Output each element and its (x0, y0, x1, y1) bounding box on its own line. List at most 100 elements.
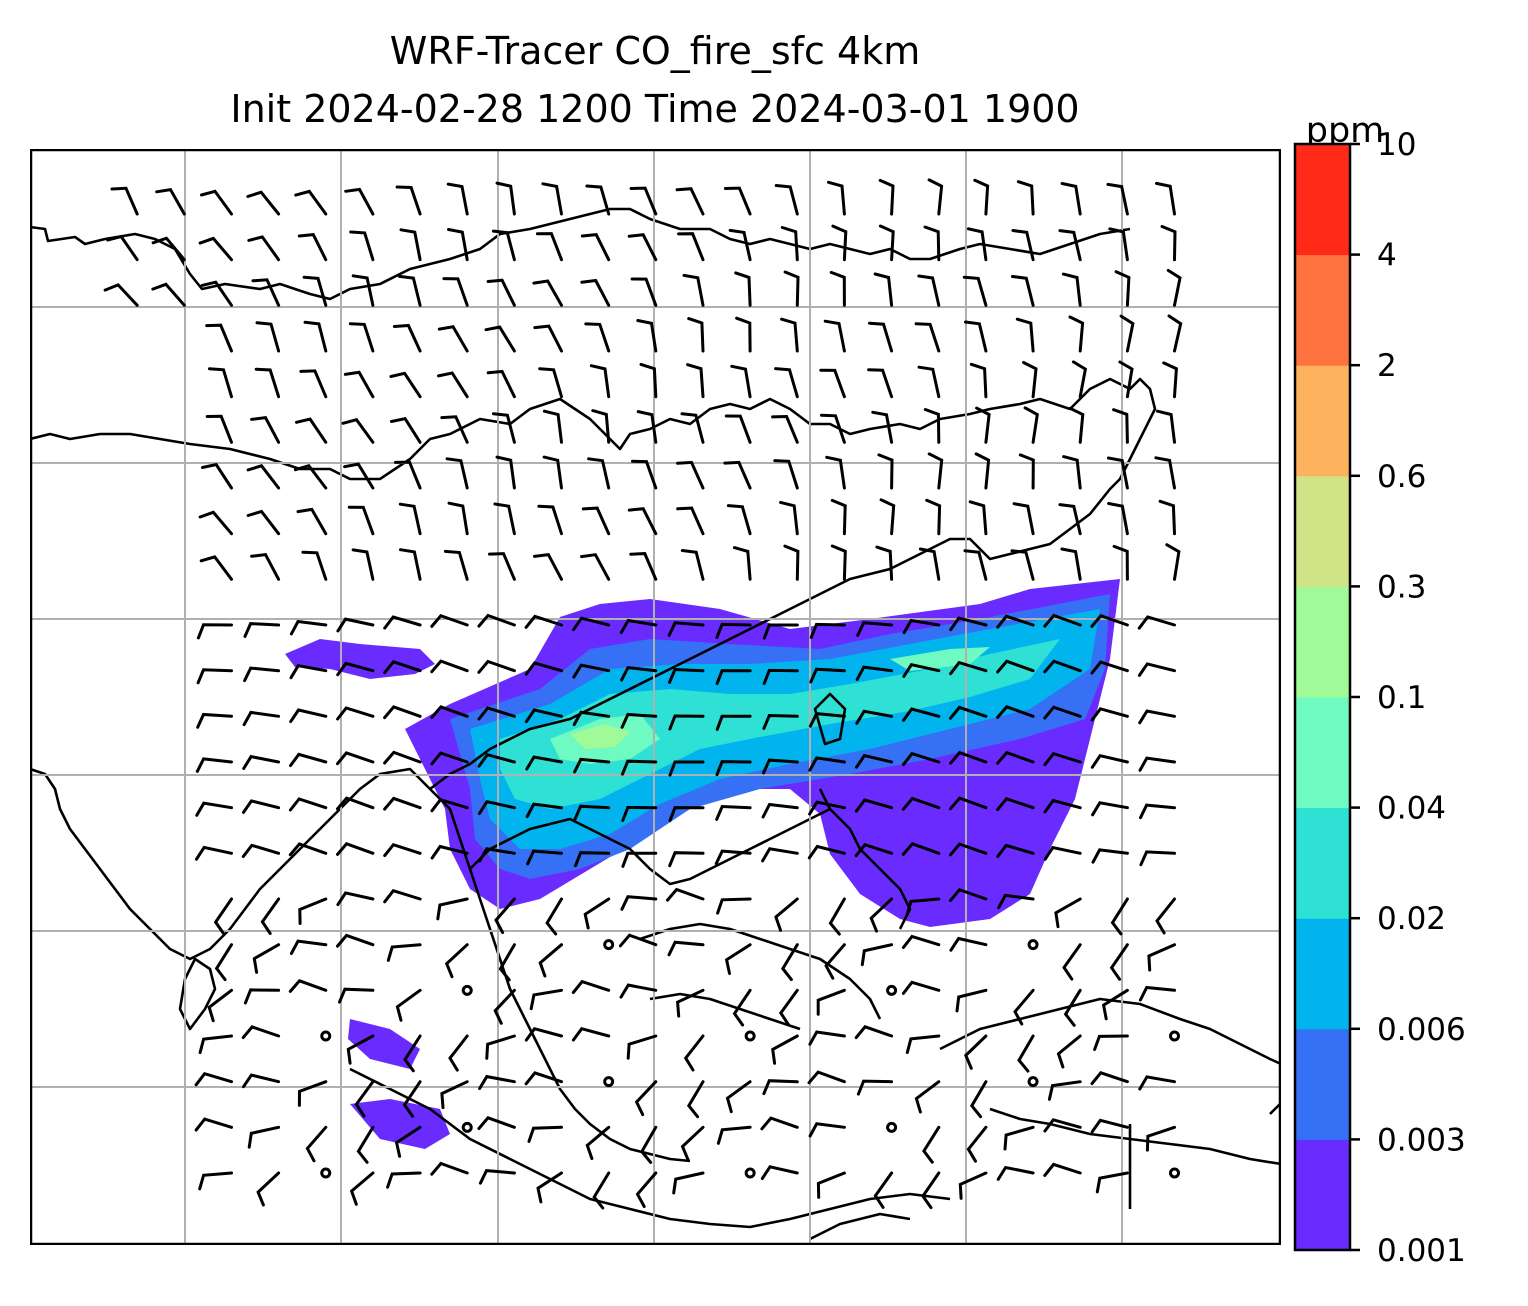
wind-barb (1068, 406, 1085, 444)
wind-barb (1166, 268, 1182, 307)
wind-barb (1058, 503, 1082, 536)
wind-barb (573, 757, 611, 774)
wind-barb (771, 414, 799, 444)
wind-barb (336, 842, 375, 856)
wind-barb (289, 939, 328, 955)
wind-barb (1023, 406, 1039, 444)
wind-barb (996, 659, 1035, 674)
wind-barb (1158, 499, 1176, 536)
wind-barb (1090, 613, 1129, 628)
wind-barb (447, 228, 469, 262)
wind-barb (250, 415, 281, 444)
wind-barb (477, 706, 516, 721)
wind-barb (779, 500, 799, 536)
wind-barb (666, 887, 705, 902)
wind-barb (901, 842, 941, 856)
wind-barb (437, 325, 469, 353)
wind-barb (969, 362, 988, 399)
wind-barb (524, 614, 563, 629)
wind-barb (1060, 547, 1082, 581)
wind-barb (200, 189, 233, 216)
colorbar-segment (1295, 807, 1350, 919)
wind-barb (243, 988, 281, 1005)
wind-barb (783, 544, 800, 581)
wind-barb (996, 705, 1035, 719)
wind-barb (303, 320, 328, 353)
wind-barb (808, 756, 846, 772)
wind-barb (242, 754, 281, 770)
wind-barb (715, 804, 752, 821)
wind-barb (255, 321, 281, 353)
colorbar-tick-label: 0.02 (1377, 901, 1446, 937)
wind-barb (877, 453, 894, 490)
wind-barb (492, 412, 516, 444)
wind-barb (1137, 615, 1176, 630)
wind-barb (538, 943, 563, 978)
wind-barb (620, 712, 658, 729)
wind-barb (860, 943, 894, 967)
wind-barb (525, 755, 563, 771)
wind-barb (383, 660, 422, 675)
colorbar-segment (1295, 586, 1350, 698)
wind-barb (430, 613, 469, 628)
wind-barb (923, 225, 941, 262)
wind-barb (336, 933, 375, 948)
wind-barb (996, 797, 1035, 812)
wind-barb (299, 369, 328, 399)
wind-barb (905, 897, 941, 917)
wind-barb (398, 502, 422, 536)
colorbar-segment (1295, 697, 1350, 809)
wind-barb (1043, 659, 1082, 674)
wind-barb (732, 988, 752, 1027)
wind-barb (1043, 705, 1082, 720)
wind-barb (246, 509, 281, 536)
calm-wind-marker (320, 1030, 332, 1042)
wind-barb (621, 851, 658, 868)
wind-barb (918, 547, 941, 581)
wind-barb (715, 760, 752, 777)
wind-barb (1106, 182, 1129, 216)
wind-barb (383, 796, 422, 811)
wind-barb (927, 452, 944, 490)
wind-barb (155, 187, 186, 216)
wind-barb (962, 275, 988, 307)
wind-barb (676, 460, 705, 490)
wind-barb (1090, 1071, 1129, 1086)
wind-barb (1090, 754, 1129, 769)
wind-barb (198, 510, 233, 536)
wind-barb (110, 186, 139, 216)
calm-wind-marker (461, 1121, 473, 1133)
wind-barb (201, 462, 233, 490)
wind-barb (592, 1171, 611, 1210)
wind-barb (762, 668, 799, 685)
wind-barb (524, 661, 563, 676)
wind-barb (584, 322, 611, 353)
wind-barb (242, 1073, 281, 1089)
wind-barb (305, 1125, 328, 1163)
wind-barb (395, 185, 422, 216)
wind-barb (683, 1034, 705, 1072)
wind-barb (925, 498, 942, 536)
wind-barb (762, 713, 799, 730)
wind-barb (1062, 455, 1082, 490)
wind-barb (389, 417, 422, 444)
wind-barb (760, 1165, 799, 1180)
wind-barb (630, 277, 658, 307)
wind-barb (675, 187, 705, 216)
wind-barb (949, 705, 988, 720)
wind-barb (964, 320, 988, 353)
wind-barb (716, 1125, 752, 1145)
wind-barb (827, 180, 846, 216)
wind-barb (724, 414, 752, 444)
wind-barb (585, 1125, 611, 1161)
wind-barb (868, 321, 894, 353)
wind-barb (246, 464, 281, 490)
wind-barb (589, 364, 611, 399)
wind-barb (580, 553, 611, 581)
wind-barb (1043, 613, 1082, 628)
wind-barb (241, 843, 281, 858)
wind-barb (1138, 985, 1176, 1002)
wind-barb (1047, 1080, 1082, 1101)
wind-barb (477, 1116, 516, 1130)
wind-barb (1167, 314, 1183, 353)
